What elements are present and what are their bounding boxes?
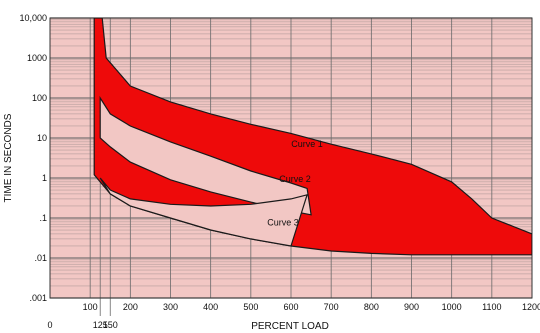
x-tick-label: 500 (243, 302, 258, 312)
x-tick-label: 150 (103, 320, 118, 330)
y-tick-label: 10 (37, 133, 47, 143)
curve-label: Curve 3 (267, 217, 299, 227)
curve-bands (93, 18, 532, 256)
gap-curve2-curve3 (99, 177, 308, 247)
x-tick-label: 700 (324, 302, 339, 312)
y-axis-label: TIME IN SECONDS (3, 113, 14, 202)
curve-labels: Curve 1 Curve 2 Curve 3 (267, 139, 323, 228)
x-tick-label: 1000 (442, 302, 462, 312)
x-axis-label: PERCENT LOAD (251, 321, 329, 332)
x-tick-label: 800 (364, 302, 379, 312)
gap-curve1-curve2 (99, 95, 312, 216)
curve-label: Curve 1 (291, 139, 323, 149)
y-tick-label: 1000 (27, 53, 47, 63)
x-tick-label: 600 (283, 302, 298, 312)
x-tick-label: 0 (47, 320, 52, 330)
curve-label: Curve 2 (279, 174, 311, 184)
plot-frame (49, 17, 533, 299)
x-tick-label: 1100 (482, 302, 501, 312)
x-tick-label: 125 (93, 320, 108, 330)
x-tick-label: 100 (83, 302, 98, 312)
x-tick-label: 1200 (522, 302, 540, 312)
x-tick-label: 900 (404, 302, 419, 312)
y-tick-label: 100 (32, 93, 47, 103)
x-tick-label: 400 (203, 302, 218, 312)
x-tick-label: 300 (163, 302, 178, 312)
y-tick-label: .01 (34, 253, 47, 263)
y-tick-label: 1 (42, 173, 47, 183)
y-tick-label: .1 (39, 213, 47, 223)
x-tick-label: 200 (123, 302, 138, 312)
y-tick-label: 10,000 (19, 13, 47, 23)
y-tick-label: .001 (29, 293, 47, 303)
